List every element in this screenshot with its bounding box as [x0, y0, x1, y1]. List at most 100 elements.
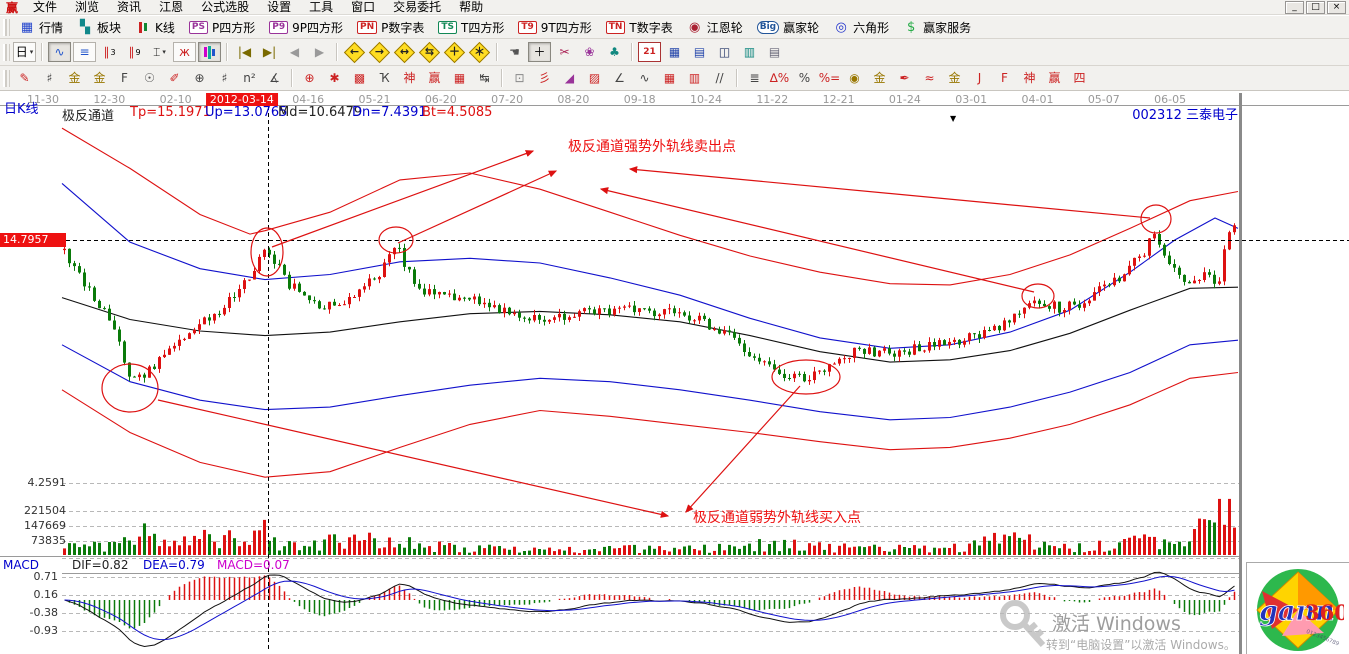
price-ladder-icon[interactable]: ≣ [749, 71, 760, 85]
gold-grid2-icon[interactable]: 金 [93, 71, 106, 85]
gann-fan-icon[interactable]: 彡 [538, 71, 551, 85]
screen-share-icon[interactable]: ▥ [743, 45, 756, 59]
fibonacci-grid-icon[interactable]: F [121, 71, 128, 85]
prev-page-icon[interactable]: ◀ [289, 45, 300, 59]
pattern-chart-icon[interactable]: ж [173, 42, 196, 62]
quotes-button[interactable]: ▦ 行情 [12, 17, 70, 38]
first-page-icon[interactable]: |◀ [237, 45, 252, 59]
minimize-button[interactable]: _ [1285, 1, 1304, 14]
red-grid-icon[interactable]: ▦ [663, 71, 676, 85]
zoom-all-icon[interactable]: ＊ [468, 42, 491, 62]
pen-tool-icon[interactable]: ✎ [19, 71, 30, 85]
period-label[interactable]: 日K线 [4, 102, 39, 117]
k-quote-icon[interactable]: Ҡ [379, 71, 390, 85]
9t-square-button[interactable]: T9 9T四方形 [511, 17, 598, 38]
volume-profile-icon[interactable] [198, 42, 221, 62]
restore-button[interactable]: □ [1306, 1, 1325, 14]
kline-button[interactable]: K线 [128, 17, 182, 38]
crosshair-icon[interactable]: ＋ [528, 42, 551, 62]
gann-compass-icon[interactable]: ⊕ [194, 71, 205, 85]
macd-label[interactable]: MACD [3, 558, 39, 572]
save-icon[interactable]: ◫ [718, 45, 731, 59]
channel-wave-icon[interactable]: ≈ [924, 71, 935, 85]
p-number-table-button[interactable]: PN P数字表 [350, 17, 431, 38]
menu-item-4[interactable]: 公式选股 [201, 0, 250, 14]
kline-9-icon[interactable]: ∥ 9 [128, 45, 141, 59]
si-ray-icon[interactable]: 四 [1073, 71, 1086, 85]
kline-3-icon[interactable]: ∥ 3 [103, 45, 116, 59]
menu-item-0[interactable]: 文件 [33, 0, 58, 14]
close-button[interactable]: × [1327, 1, 1346, 14]
indicator-name[interactable]: 极反通道 [62, 109, 115, 124]
menu-item-9[interactable]: 帮助 [459, 0, 484, 14]
trend-angle-icon[interactable]: ∠ [614, 71, 625, 85]
web-grid-icon[interactable]: ▩ [353, 71, 366, 85]
gann-box-icon[interactable]: ⊡ [514, 71, 525, 85]
dropdown-triangle-icon[interactable]: ▼ [950, 114, 957, 123]
shen-tool-icon[interactable]: 神 [403, 71, 416, 85]
menu-item-2[interactable]: 资讯 [117, 0, 142, 14]
cycle-grid-icon[interactable]: ♯ [221, 71, 228, 85]
red-grid2-icon[interactable]: ▥ [688, 71, 701, 85]
price-table-icon[interactable]: ▦ [453, 71, 466, 85]
percent-line-icon[interactable]: %= [818, 71, 841, 85]
expand-horizontal-icon[interactable]: ↔ [393, 42, 416, 62]
hexagon-button[interactable]: ◎ 六角形 [826, 17, 896, 38]
pan-right-icon[interactable]: → [368, 42, 391, 62]
sectors-button[interactable]: ▚ 板块 [70, 17, 128, 38]
gold-circle-icon[interactable]: ◉ [849, 71, 860, 85]
menu-item-3[interactable]: 江恩 [159, 0, 184, 14]
gold-grid-icon[interactable]: 金 [68, 71, 81, 85]
parallel-lines-icon[interactable]: // [715, 71, 724, 85]
winner-wheel-button[interactable]: Big 赢家轮 [750, 17, 826, 38]
last-page-icon[interactable]: ▶| [262, 45, 277, 59]
info-panel-icon[interactable]: ≡ [73, 42, 96, 62]
arrow-pen-icon[interactable]: ✒ [899, 71, 910, 85]
t-square-button[interactable]: TS T四方形 [431, 17, 511, 38]
percent-triangle-icon[interactable]: ∆% [769, 71, 790, 85]
report-icon[interactable]: ▤ [693, 45, 706, 59]
angle-wedge-icon[interactable]: ∡ [269, 71, 280, 85]
cloud-tool-icon[interactable]: ♣ [609, 45, 620, 59]
period-day-dropdown[interactable]: 日 ▾ [13, 42, 36, 62]
menu-item-1[interactable]: 浏览 [75, 0, 100, 14]
ying-tool-icon[interactable]: 赢 [428, 71, 441, 85]
f-angle-icon[interactable]: F [1001, 71, 1008, 85]
cut-line-icon[interactable]: ✂ [559, 45, 570, 59]
wave-tool-icon[interactable]: ∿ [639, 71, 650, 85]
swap-horizontal-icon[interactable]: ⇆ [418, 42, 441, 62]
time-grid-icon[interactable]: ♯ [46, 71, 53, 85]
9p-square-button[interactable]: P9 9P四方形 [262, 17, 350, 38]
percent-icon[interactable]: % [798, 71, 811, 85]
menu-item-8[interactable]: 交易委托 [393, 0, 442, 14]
stock-label[interactable]: 002312 三泰电子 [1132, 108, 1238, 123]
pan-left-icon[interactable]: ← [343, 42, 366, 62]
center-cross-icon[interactable]: ＋ [443, 42, 466, 62]
span-measure-icon[interactable]: ↹ [479, 71, 490, 85]
j-angle-icon[interactable]: J [977, 71, 982, 85]
winner-service-button[interactable]: $ 赢家服务 [896, 17, 978, 38]
menu-item-7[interactable]: 窗口 [351, 0, 376, 14]
hand-pan-icon[interactable]: ☚ [509, 45, 520, 59]
shen-ray-icon[interactable]: 神 [1023, 71, 1036, 85]
gold-angle-icon[interactable]: 金 [948, 71, 961, 85]
flower-tool-icon[interactable]: ❀ [584, 45, 595, 59]
date-axis[interactable]: 11-30 12-30 02-10 2012-03-14 04-16 05-21 06-20… [0, 93, 1240, 106]
gann-wheel-button[interactable]: ◉ 江恩轮 [680, 17, 750, 38]
spiral-icon[interactable]: ☉ [144, 71, 155, 85]
target-circle-icon[interactable]: ⊕ [304, 71, 315, 85]
menu-item-5[interactable]: 设置 [267, 0, 292, 14]
candle-style-dropdown[interactable]: ⌶ ▾ [153, 45, 166, 59]
t-number-table-button[interactable]: TN T数字表 [599, 17, 680, 38]
trend-chart-icon[interactable]: ∿ [48, 42, 71, 62]
measure-pen-icon[interactable]: ✐ [169, 71, 180, 85]
star-web-icon[interactable]: ✱ [329, 71, 340, 85]
calendar-icon[interactable]: 21 [638, 42, 661, 62]
fan-grid-icon[interactable]: ▨ [588, 71, 601, 85]
next-page-icon[interactable]: ▶ [314, 45, 325, 59]
calculator-icon[interactable]: ▦ [668, 45, 681, 59]
p-square-button[interactable]: PS P四方形 [182, 17, 262, 38]
square-n2-icon[interactable]: n² [243, 71, 256, 85]
printer-icon[interactable]: ▤ [768, 45, 781, 59]
